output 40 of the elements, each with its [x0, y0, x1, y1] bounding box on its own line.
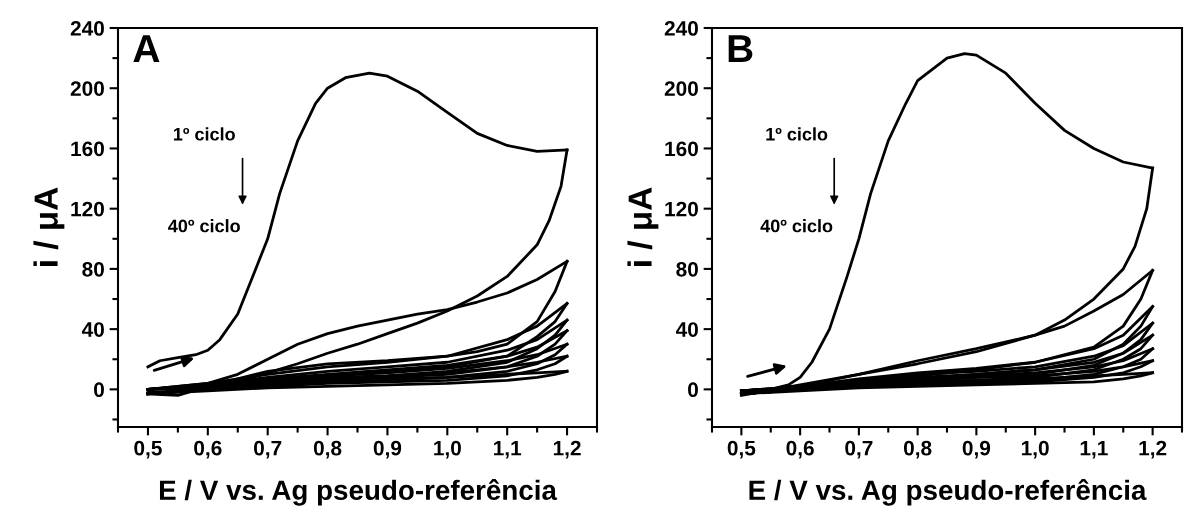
y-tick-label: 40 — [81, 322, 104, 337]
x-tick-label: 0,8 — [313, 440, 342, 459]
y-tick-label: 0 — [94, 382, 104, 398]
x-tick-label: 1,0 — [1021, 440, 1049, 459]
y-tick-label: 160 — [665, 141, 698, 157]
y-tick-label: 80 — [676, 261, 698, 277]
x-tick-label: 0,6 — [194, 440, 222, 459]
y-tick-label: 120 — [71, 201, 104, 217]
annotation: 40º ciclo — [760, 219, 833, 233]
annotation: 1º ciclo — [173, 127, 235, 141]
annotation: 40º ciclo — [168, 219, 240, 233]
x-tick-label: 0,5 — [134, 440, 162, 459]
x-tick-label: 0,9 — [962, 440, 991, 459]
y-tick-label: 40 — [675, 322, 698, 337]
annotation: A — [133, 35, 160, 62]
x-tick-label: 0,7 — [845, 440, 873, 459]
annotation: B — [728, 35, 753, 62]
y-tick-label: 200 — [70, 81, 104, 96]
x-axis-title: E / V vs. Ag pseudo-referência — [159, 479, 558, 506]
x-tick-label: 0,6 — [786, 440, 814, 459]
x-tick-label: 1,0 — [434, 440, 461, 459]
y-tick-label: 0 — [688, 382, 698, 398]
x-tick-label: 1,1 — [1080, 440, 1108, 459]
y-tick-label: 80 — [82, 261, 104, 277]
y-axis-title: i / μA — [33, 187, 65, 266]
x-tick-label: 1,2 — [1139, 440, 1167, 459]
annotation: 1º ciclo — [766, 127, 828, 141]
y-tick-label: 200 — [664, 81, 698, 96]
y-tick-label: 120 — [665, 201, 698, 217]
x-tick-label: 0,8 — [903, 440, 932, 459]
x-tick-label: 0,5 — [727, 440, 756, 459]
y-axis-title: i / μA — [627, 187, 659, 266]
x-tick-label: 0,9 — [373, 440, 402, 459]
y-tick-label: 240 — [664, 21, 698, 36]
x-tick-label: 1,2 — [553, 440, 581, 459]
y-tick-label: 160 — [71, 141, 104, 157]
x-tick-label: 0,7 — [254, 440, 282, 459]
x-tick-label: 1,1 — [494, 440, 522, 459]
x-axis-title: E / V vs. Ag pseudo-referência — [749, 479, 1147, 506]
y-tick-label: 240 — [70, 21, 104, 36]
